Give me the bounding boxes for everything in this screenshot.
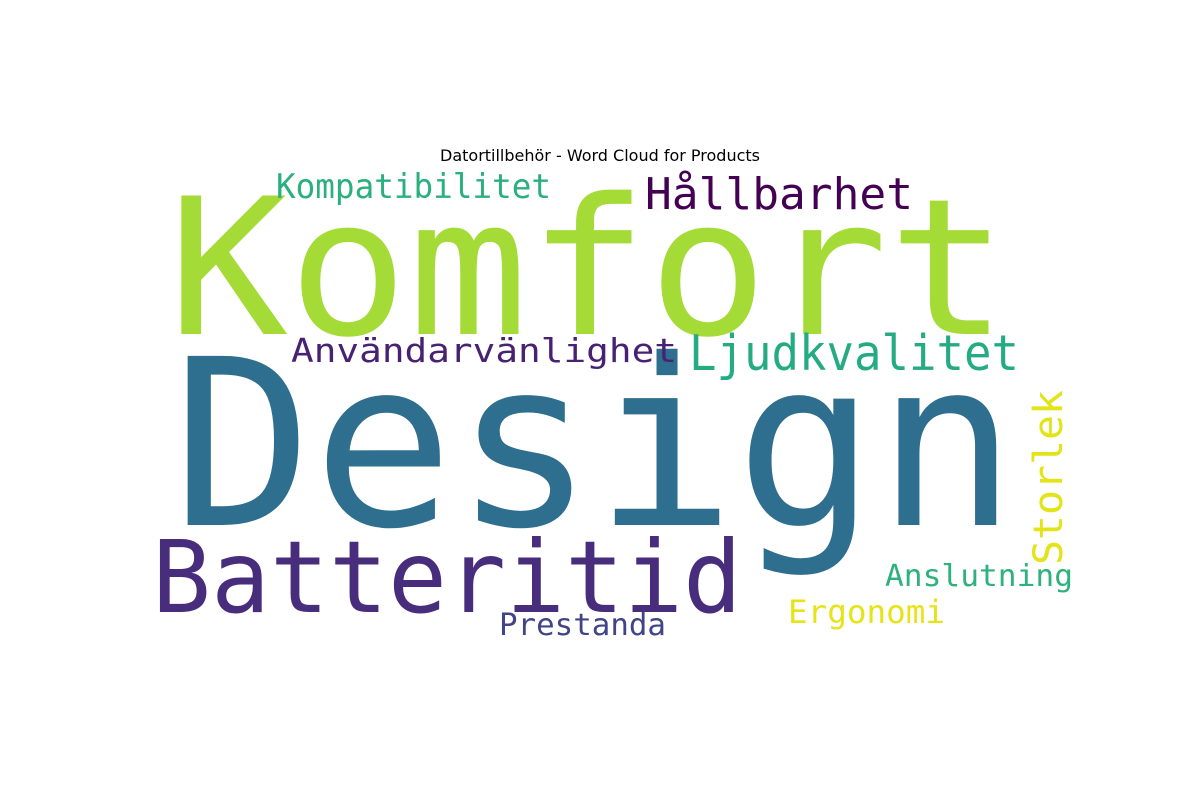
word-design: Design [172,310,1017,580]
word-användarvänlighet: Användarvänlighet [291,331,677,370]
word-hållbarhet: Hållbarhet [645,169,913,220]
word-anslutning: Anslutning [885,559,1073,594]
figure-title: Datortillbehör - Word Cloud for Products [440,146,760,165]
word-ergonomi: Ergonomi [788,593,945,631]
word-storlek: Storlek [1026,390,1072,565]
word-ljudkvalitet: Ljudkvalitet [689,325,1019,382]
word-komfort: Komfort [168,158,1008,379]
word-batteritid: Batteritid [152,519,742,636]
word-prestanda: Prestanda [499,608,666,643]
word-kompatibilitet: Kompatibilitet [276,167,551,207]
